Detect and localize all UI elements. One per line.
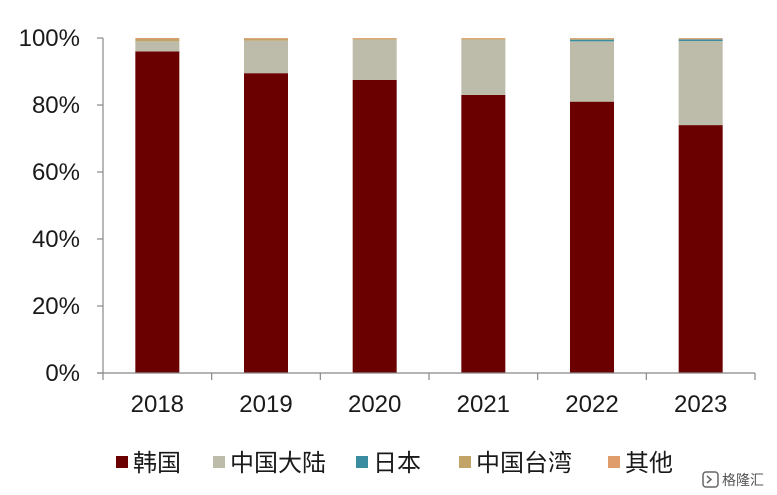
legend-label: 中国台湾	[476, 450, 572, 477]
bar-segment-2020-series-0	[352, 79, 397, 374]
x-tick-label: 2022	[565, 391, 618, 418]
axes-layer: 2018 2019 2020 2021 2022 2023 0% 20% 40% 60% 80% 10…	[19, 25, 756, 418]
bar-segment-2018-series-0	[135, 51, 180, 374]
bar-segment-2023-series-2	[678, 39, 723, 42]
y-tick-label: 80%	[32, 92, 80, 119]
watermark-logo-glyph	[706, 475, 713, 484]
watermark: 格隆汇	[702, 471, 764, 488]
bar-segment-2023-series-1	[678, 41, 723, 126]
y-tick-label: 100%	[19, 25, 80, 52]
bar-segment-2019-series-0	[244, 73, 288, 374]
bar-segment-2022-series-4	[570, 38, 614, 39]
bar-segment-2019-series-3	[244, 38, 288, 41]
watermark-text: 格隆汇	[722, 472, 764, 488]
bar-segment-2020-series-4	[352, 38, 397, 39]
legend-swatch	[459, 456, 471, 468]
x-tick-label: 2023	[674, 391, 727, 418]
legend-label: 其他	[625, 450, 673, 477]
y-tick-label: 40%	[32, 226, 80, 253]
bar-segment-2022-series-2	[570, 39, 614, 42]
bar-segment-2021-series-0	[461, 94, 506, 373]
bar-segment-2018-series-3	[135, 39, 180, 42]
bar-segment-2019-series-1	[244, 40, 288, 74]
legend-swatch	[356, 456, 368, 468]
y-tick-label: 60%	[32, 159, 80, 186]
x-tick-label: 2020	[348, 391, 401, 418]
bar-segment-2021-series-4	[461, 38, 506, 39]
x-tick-label: 2021	[457, 391, 510, 418]
legend-swatch	[213, 456, 225, 468]
legend: 韩国 中国大陆 日本 中国台湾 其他	[116, 450, 673, 477]
legend-swatch	[608, 456, 620, 468]
bar-segment-2023-series-0	[678, 125, 723, 373]
bar-segment-2022-series-0	[570, 101, 614, 374]
legend-swatch	[116, 456, 128, 468]
bar-segment-2018-series-4	[135, 38, 180, 39]
bars-layer	[135, 38, 723, 374]
bar-segment-2022-series-1	[570, 41, 614, 102]
bar-segment-2020-series-1	[352, 39, 397, 80]
bar-segment-2023-series-3	[678, 38, 723, 40]
y-tick-label: 0%	[45, 360, 80, 387]
bar-segment-2021-series-3	[461, 38, 506, 40]
y-tick-label: 20%	[32, 293, 80, 320]
x-tick-label: 2018	[131, 391, 184, 418]
x-tick-label: 2019	[239, 391, 292, 418]
legend-label: 中国大陆	[230, 450, 326, 477]
bar-segment-2018-series-1	[135, 41, 180, 52]
bar-segment-2023-series-4	[678, 38, 723, 39]
bar-segment-2020-series-3	[352, 38, 397, 40]
watermark-logo-icon	[702, 471, 719, 488]
bar-segment-2022-series-3	[570, 38, 614, 40]
bar-segment-2019-series-4	[244, 38, 288, 39]
legend-label: 韩国	[133, 450, 181, 477]
legend-label: 日本	[373, 450, 421, 477]
bar-segment-2021-series-1	[461, 39, 506, 95]
